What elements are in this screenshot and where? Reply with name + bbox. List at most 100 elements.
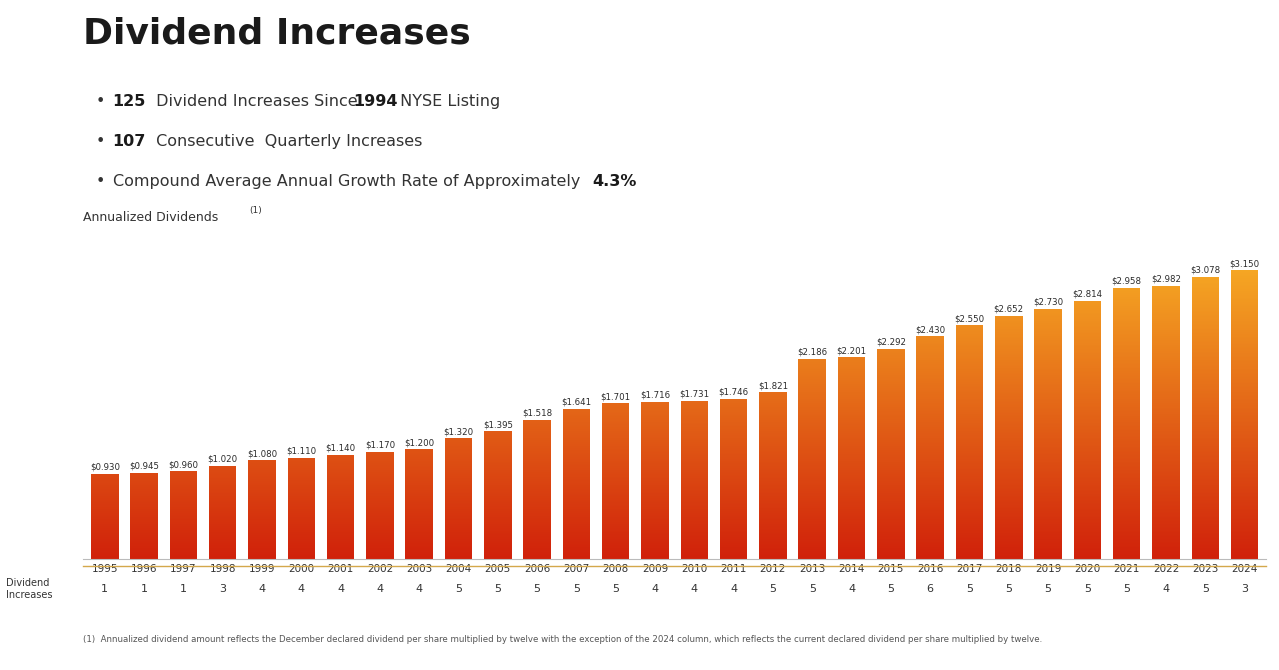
- Bar: [1152, 502, 1179, 503]
- Bar: [1152, 449, 1179, 450]
- Bar: [563, 478, 590, 479]
- Bar: [760, 493, 787, 494]
- Bar: [602, 423, 629, 424]
- Bar: [1192, 304, 1219, 306]
- Bar: [523, 501, 551, 502]
- Bar: [838, 410, 866, 411]
- Bar: [680, 426, 709, 427]
- Bar: [680, 408, 709, 409]
- Bar: [955, 544, 984, 545]
- Bar: [1073, 522, 1101, 523]
- Bar: [760, 548, 787, 549]
- Bar: [1192, 324, 1219, 325]
- Bar: [641, 541, 669, 542]
- Bar: [641, 546, 669, 547]
- Bar: [955, 483, 984, 484]
- Bar: [760, 555, 787, 556]
- Bar: [602, 446, 629, 447]
- Bar: [1230, 494, 1259, 496]
- Bar: [1035, 360, 1062, 362]
- Bar: [680, 507, 709, 508]
- Bar: [798, 539, 826, 541]
- Bar: [798, 392, 826, 393]
- Bar: [563, 510, 590, 511]
- Bar: [1152, 310, 1179, 312]
- Bar: [955, 389, 984, 390]
- Bar: [641, 478, 669, 479]
- Bar: [1035, 521, 1062, 522]
- Bar: [523, 525, 551, 526]
- Bar: [1073, 398, 1101, 399]
- Bar: [602, 449, 629, 450]
- Bar: [641, 494, 669, 495]
- Bar: [680, 544, 709, 545]
- Bar: [720, 449, 747, 450]
- Bar: [1073, 523, 1101, 525]
- Bar: [955, 413, 984, 414]
- Bar: [760, 489, 787, 490]
- Bar: [916, 411, 944, 412]
- Bar: [641, 505, 669, 506]
- Bar: [955, 437, 984, 438]
- Bar: [1035, 381, 1062, 383]
- Bar: [720, 416, 747, 417]
- Bar: [995, 369, 1022, 370]
- Bar: [1192, 472, 1219, 473]
- Bar: [1230, 480, 1259, 481]
- Bar: [838, 496, 866, 497]
- Bar: [602, 488, 629, 489]
- Bar: [838, 522, 866, 523]
- Bar: [877, 550, 904, 551]
- Bar: [1192, 348, 1219, 349]
- Bar: [995, 448, 1022, 449]
- Bar: [1113, 358, 1141, 360]
- Bar: [838, 428, 866, 429]
- Bar: [1152, 520, 1179, 521]
- Bar: [995, 450, 1022, 451]
- Bar: [641, 488, 669, 489]
- Text: Compound Average Annual Growth Rate of Approximately: Compound Average Annual Growth Rate of A…: [113, 174, 585, 189]
- Bar: [1035, 525, 1062, 526]
- Bar: [1192, 359, 1219, 360]
- Bar: [523, 487, 551, 488]
- Bar: [1113, 383, 1141, 385]
- Bar: [955, 411, 984, 412]
- Bar: [523, 444, 551, 445]
- Bar: [877, 537, 904, 539]
- Bar: [995, 503, 1022, 505]
- Bar: [1035, 503, 1062, 505]
- Bar: [1113, 300, 1141, 302]
- Bar: [838, 368, 866, 369]
- Bar: [877, 513, 904, 514]
- Bar: [1230, 282, 1259, 283]
- Bar: [563, 481, 590, 482]
- Bar: [602, 473, 629, 474]
- Bar: [641, 489, 669, 490]
- Bar: [563, 553, 590, 554]
- Bar: [995, 468, 1022, 470]
- Bar: [838, 426, 866, 427]
- Bar: [955, 440, 984, 442]
- Bar: [798, 486, 826, 487]
- Bar: [916, 397, 944, 398]
- Bar: [1035, 417, 1062, 418]
- Bar: [760, 458, 787, 459]
- Bar: [720, 468, 747, 469]
- Bar: [877, 349, 904, 350]
- Bar: [602, 431, 629, 432]
- Bar: [680, 449, 709, 450]
- Bar: [1073, 535, 1101, 536]
- Bar: [602, 458, 629, 459]
- Bar: [1152, 405, 1179, 406]
- Bar: [563, 473, 590, 474]
- Bar: [838, 551, 866, 552]
- Bar: [1152, 362, 1179, 364]
- Bar: [1073, 482, 1101, 483]
- Bar: [1113, 378, 1141, 379]
- Bar: [798, 505, 826, 507]
- Bar: [1192, 284, 1219, 285]
- Bar: [1073, 454, 1101, 455]
- Bar: [1230, 325, 1259, 327]
- Bar: [680, 405, 709, 406]
- Bar: [523, 521, 551, 522]
